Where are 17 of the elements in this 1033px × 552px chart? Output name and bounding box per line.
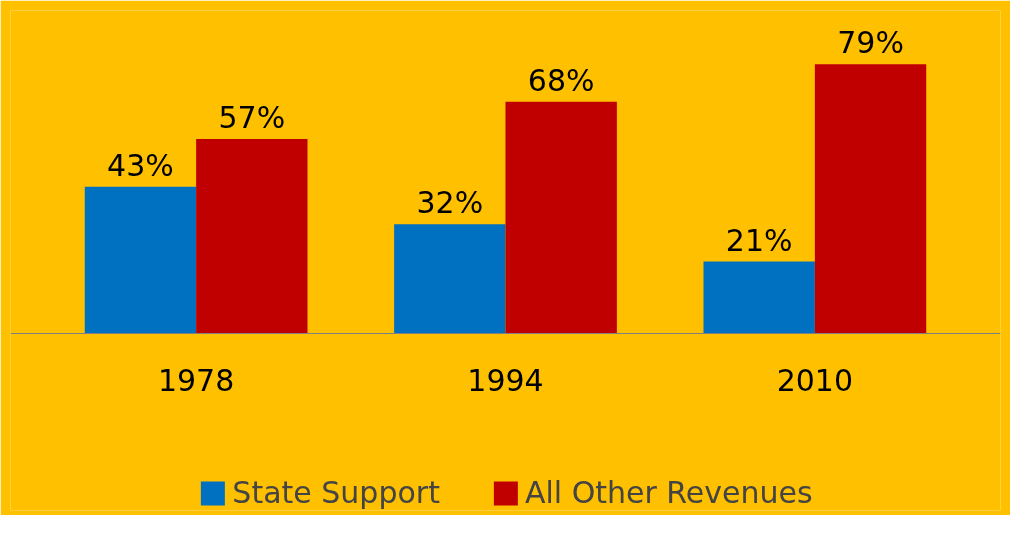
bar [703, 261, 815, 334]
bar [394, 224, 506, 334]
bar [505, 101, 617, 334]
bar [814, 64, 927, 334]
data-label: 21% [725, 222, 793, 258]
bar [84, 186, 197, 334]
data-label: 57% [218, 100, 286, 136]
x-tick-label: 1994 [467, 363, 544, 399]
data-label: 32% [416, 185, 484, 221]
bar [196, 139, 308, 334]
legend-label: State Support [232, 475, 440, 510]
x-tick-label: 1978 [157, 363, 235, 399]
legend-label: All Other Revenues [524, 475, 813, 510]
data-label: 43% [107, 147, 174, 183]
data-label: 68% [527, 62, 595, 98]
data-label: 79% [837, 25, 904, 61]
x-tick-label: 2010 [776, 363, 854, 399]
